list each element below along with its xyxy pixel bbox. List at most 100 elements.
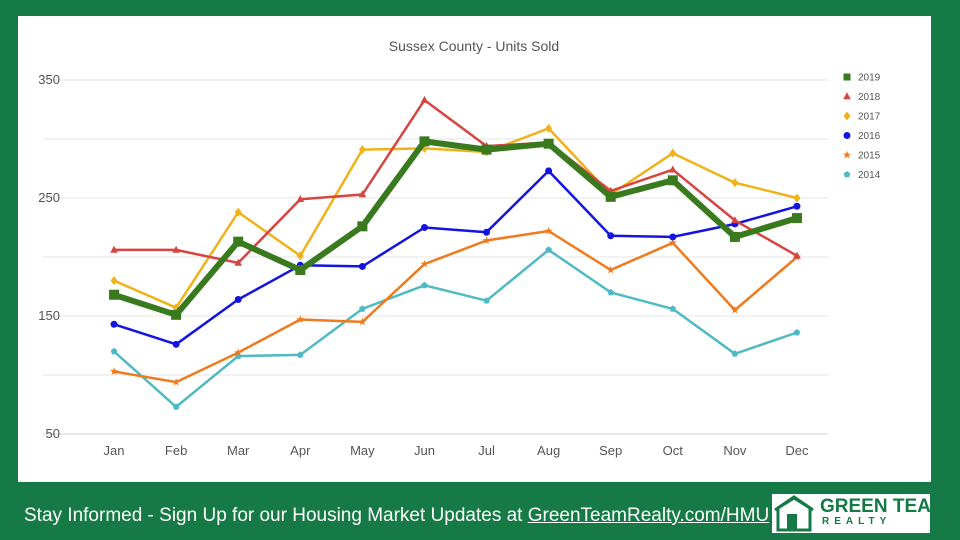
legend: 2019 2018 2017 2016 2015 2014 [843,73,881,181]
series-line-2015 [113,229,798,384]
series-line-2019 [113,138,798,318]
data-point-2018 [668,165,677,173]
data-point-2014 [421,281,428,289]
data-point-2019 [295,264,306,275]
data-point-2015 [544,226,553,235]
data-point-2014 [110,347,118,355]
data-point-2018 [358,190,367,198]
x-tick-label: Mar [227,443,250,458]
data-point-2018 [110,245,118,253]
data-point-2017 [793,193,801,203]
data-point-2017 [358,145,366,155]
data-point-2015 [730,305,739,314]
data-point-2019 [543,138,554,149]
hmu-signup-link[interactable]: GreenTeamRealty.com/HMU [527,505,770,526]
data-point-2014 [359,305,366,312]
data-point-2019 [233,236,244,247]
data-point-2019 [109,289,120,300]
data-point-2016 [234,295,242,303]
data-point-2015 [172,377,181,386]
data-point-2014 [607,288,614,296]
data-point-2015 [296,315,305,323]
data-point-2014 [669,305,677,312]
x-tick-label: Jul [478,443,495,458]
y-tick-label: 250 [38,190,60,205]
data-point-2014 [731,350,739,357]
x-tick-label: Dec [785,443,809,458]
series-2017 [110,123,801,313]
data-point-2015 [482,236,491,244]
chart-card: Sussex County - Units Sold 50 150 250 350 J… [18,16,931,482]
legend-marker-2016 [843,132,851,139]
house-icon [774,495,814,532]
footer-text: Stay Informed - Sign Up for our Housing … [24,505,769,527]
legend-label-2016: 2016 [858,131,881,142]
data-point-2019 [791,213,802,224]
data-point-2016 [110,320,118,328]
data-point-2014 [545,246,552,253]
x-tick-label: Feb [165,443,187,458]
units-sold-chart: Sussex County - Units Sold 50 150 250 350 J… [38,38,881,458]
series-2019 [109,136,802,320]
data-point-2018 [172,245,180,253]
data-point-2016 [172,340,180,348]
y-tick-label: 350 [38,72,60,87]
x-tick-label: Sep [599,443,622,458]
data-point-2016 [420,224,428,231]
data-point-2016 [358,262,366,270]
legend-label-2018: 2018 [858,92,881,103]
x-tick-label: Nov [723,443,747,458]
legend-marker-2017 [843,111,851,121]
x-tick-label: Aug [537,443,560,458]
legend-marker-2019 [843,73,851,81]
series-lines [109,95,802,410]
data-point-2016 [607,232,615,240]
data-point-2016 [483,228,491,236]
data-point-2019 [357,221,368,232]
data-point-2015 [358,317,367,326]
logo-text-realty: REALTY [822,516,892,527]
data-point-2017 [234,207,242,217]
data-point-2015 [110,367,118,375]
data-point-2016 [669,233,677,241]
data-point-2019 [667,175,678,186]
data-point-2014 [793,329,801,336]
footer-prefix: Stay Informed - Sign Up for our Housing … [24,505,528,526]
data-point-2014 [172,403,180,410]
legend-marker-2014 [843,171,851,178]
x-tick-label: Oct [663,443,684,458]
data-point-2016 [793,202,801,210]
legend-label-2019: 2019 [858,73,881,84]
y-tick-labels: 50 150 250 350 [38,72,60,441]
legend-marker-2018 [843,92,851,100]
data-point-2017 [545,123,553,133]
data-point-2019 [171,309,182,320]
legend-label-2017: 2017 [858,112,881,123]
data-point-2017 [669,148,677,158]
y-tick-label: 50 [46,426,60,441]
data-point-2015 [606,265,615,274]
series-2014 [110,246,801,410]
y-tick-label: 150 [38,308,60,323]
chart-title: Sussex County - Units Sold [389,38,559,54]
x-tick-label: Jun [414,443,435,458]
data-point-2014 [297,351,304,358]
data-point-2019 [481,144,492,155]
data-point-2018 [234,258,243,266]
logo-text-green-team: GREEN TEAM [820,496,947,517]
data-point-2014 [483,297,490,304]
legend-label-2014: 2014 [858,170,881,181]
series-line-2017 [113,127,798,309]
data-point-2019 [419,136,430,147]
series-line-2014 [113,248,798,409]
gridlines [43,79,828,435]
x-tick-label: Apr [290,443,311,458]
data-point-2017 [731,178,739,188]
data-point-2016 [545,167,553,175]
x-tick-label: May [350,443,375,458]
series-line-2016 [113,169,798,346]
data-point-2019 [605,191,616,202]
data-point-2019 [729,231,740,242]
data-point-2018 [420,95,429,103]
legend-marker-2015 [843,150,851,159]
